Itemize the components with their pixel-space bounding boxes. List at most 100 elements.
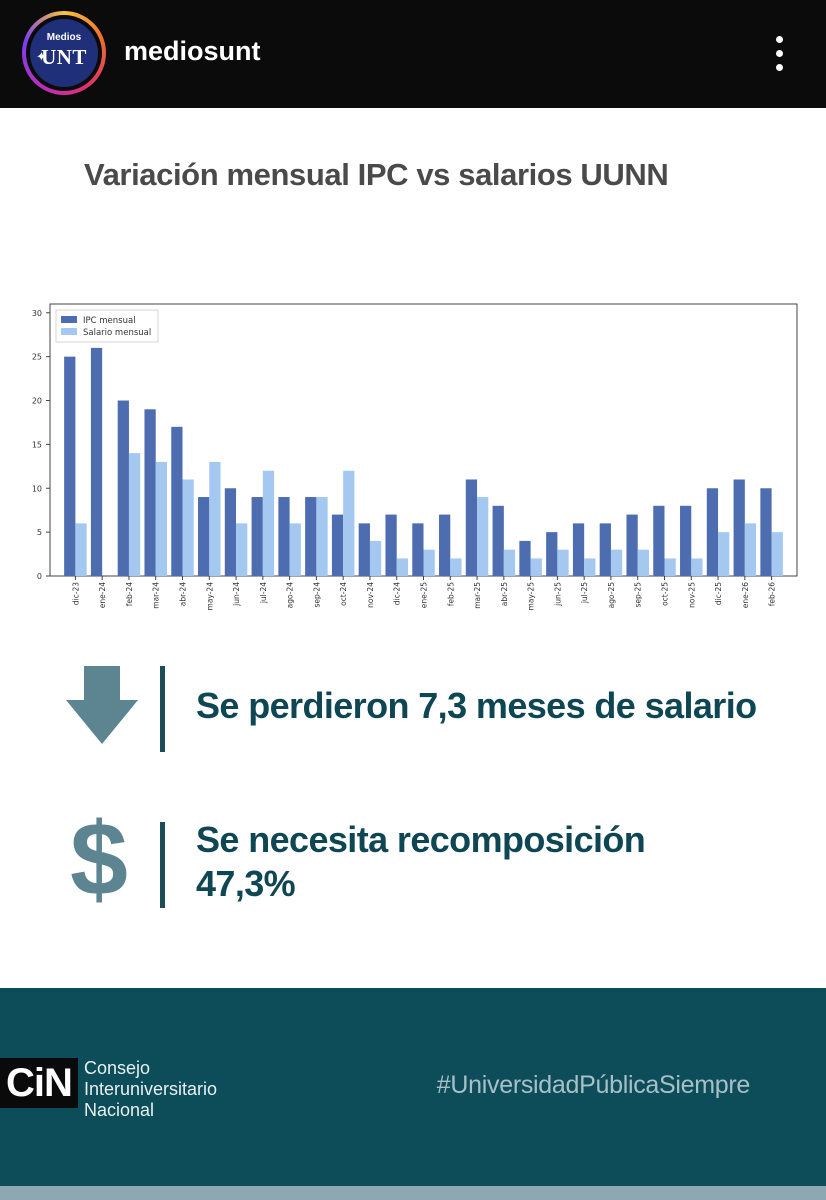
bar-salario	[182, 479, 194, 576]
avatar-logo-small-text: Medios	[46, 32, 82, 43]
chart-title: Variación mensual IPC vs salarios UUNN	[84, 157, 669, 192]
x-tick-label: feb-24	[125, 582, 134, 606]
x-tick-label: ene-24	[98, 582, 107, 608]
y-tick-label: 0	[37, 572, 42, 581]
bar-salario	[637, 549, 649, 576]
bar-ipc	[278, 497, 290, 576]
bar-salario	[289, 523, 301, 576]
star-icon: ✦	[36, 49, 47, 64]
x-tick-label: oct-25	[661, 582, 670, 606]
y-tick-label: 15	[32, 440, 42, 449]
x-tick-label: feb-25	[446, 582, 455, 606]
post-header: Medios ✦ UNT mediosunt	[0, 0, 826, 108]
statement-recomposition-value: 47,3%	[196, 863, 296, 904]
bar-salario	[155, 461, 167, 576]
x-tick-label: oct-24	[339, 582, 348, 606]
bar-salario	[423, 549, 435, 576]
y-tick-label: 25	[32, 353, 42, 362]
statement-recomposition-line1: Se necesita recomposición	[196, 819, 646, 860]
avatar-logo: Medios ✦ UNT	[30, 19, 98, 87]
bar-ipc	[653, 505, 665, 576]
dollar-icon: $	[70, 802, 128, 918]
more-vertical-icon[interactable]	[766, 34, 792, 72]
profile-avatar[interactable]: Medios ✦ UNT	[22, 11, 106, 95]
bar-ipc	[626, 514, 638, 576]
bar-ipc	[305, 497, 317, 576]
x-tick-label: mar-25	[473, 582, 482, 609]
legend-swatch	[61, 316, 77, 323]
bar-ipc	[64, 356, 76, 576]
bar-ipc	[358, 523, 370, 576]
bar-ipc	[144, 409, 156, 576]
divider-line	[160, 666, 165, 752]
bar-salario	[343, 470, 355, 576]
x-tick-label: ago-24	[286, 582, 295, 609]
bar-ipc	[706, 488, 719, 576]
x-tick-label: ene-25	[420, 582, 429, 608]
bar-ipc	[760, 488, 772, 576]
cin-logo: CiN	[0, 1058, 78, 1108]
footer-strip	[0, 1186, 826, 1200]
bar-ipc	[680, 505, 692, 576]
avatar-logo-big-text: UNT	[41, 45, 87, 69]
bar-salario	[369, 540, 382, 576]
legend-label: Salario mensual	[83, 328, 151, 338]
bar-salario	[128, 453, 141, 576]
footer-band	[0, 988, 826, 1200]
divider-line	[160, 822, 165, 908]
bar-ipc	[439, 514, 451, 576]
bar-ipc	[465, 479, 478, 576]
x-tick-label: abr-25	[500, 582, 509, 606]
bar-ipc	[599, 523, 611, 576]
x-tick-label: jul-24	[259, 582, 268, 604]
bar-salario	[557, 549, 569, 576]
bar-chart: 0 5 10 15 20 25 30 dic-23 ene-24 feb-24 mar-24 abr-…	[32, 303, 798, 611]
bar-salario	[450, 558, 462, 576]
bar-ipc	[224, 488, 237, 576]
x-tick-label: jun-24	[232, 582, 241, 607]
organization-name: Consejo Interuniversitario Nacional	[84, 1058, 217, 1121]
x-tick-label: may-24	[205, 582, 214, 611]
x-tick-label: jun-25	[553, 582, 562, 607]
bar-salario	[503, 549, 516, 576]
bar-salario	[236, 523, 248, 576]
bar-salario	[664, 558, 676, 576]
bar-ipc	[198, 497, 210, 576]
username-link[interactable]: mediosunt	[124, 36, 261, 66]
org-line-1: Consejo	[84, 1058, 151, 1078]
org-line-2: Interuniversitario	[84, 1079, 218, 1099]
bar-salario	[718, 532, 730, 576]
x-tick-label: sep-24	[312, 582, 321, 608]
hashtag: #UniversidadPúblicaSiempre	[436, 1071, 751, 1099]
x-tick-label: sep-25	[634, 582, 643, 608]
bar-salario	[530, 558, 542, 576]
arrow-down-icon	[66, 666, 138, 744]
legend-swatch	[61, 328, 77, 335]
bar-ipc	[171, 426, 183, 576]
statement-recomposition: Se necesita recomposición 47,3%	[196, 818, 646, 906]
y-tick-label: 30	[32, 309, 42, 318]
y-tick-label: 10	[32, 484, 42, 493]
x-tick-label: nov-25	[687, 582, 696, 608]
x-tick-label: abr-24	[179, 582, 188, 606]
x-tick-label: ene-26	[741, 582, 750, 608]
bar-ipc	[492, 505, 504, 576]
legend-box	[55, 309, 159, 343]
bar-ipc	[519, 540, 531, 576]
y-tick-label: 5	[37, 528, 42, 537]
bar-ipc	[385, 514, 397, 576]
x-tick-label: jul-25	[580, 582, 589, 604]
statement-salary-loss: Se perdieron 7,3 meses de salario	[196, 685, 757, 726]
bar-salario	[477, 497, 489, 576]
bar-salario	[610, 549, 623, 576]
x-tick-label: dic-25	[714, 582, 723, 605]
x-tick-label: may-25	[527, 582, 536, 611]
org-line-3: Nacional	[84, 1100, 155, 1120]
x-tick-label: feb-26	[768, 582, 777, 606]
bar-ipc	[546, 532, 558, 576]
bar-salario	[396, 558, 408, 576]
bar-ipc	[572, 523, 585, 576]
bar-salario	[771, 532, 783, 576]
legend-label: IPC mensual	[83, 316, 136, 326]
bar-salario	[75, 523, 87, 576]
